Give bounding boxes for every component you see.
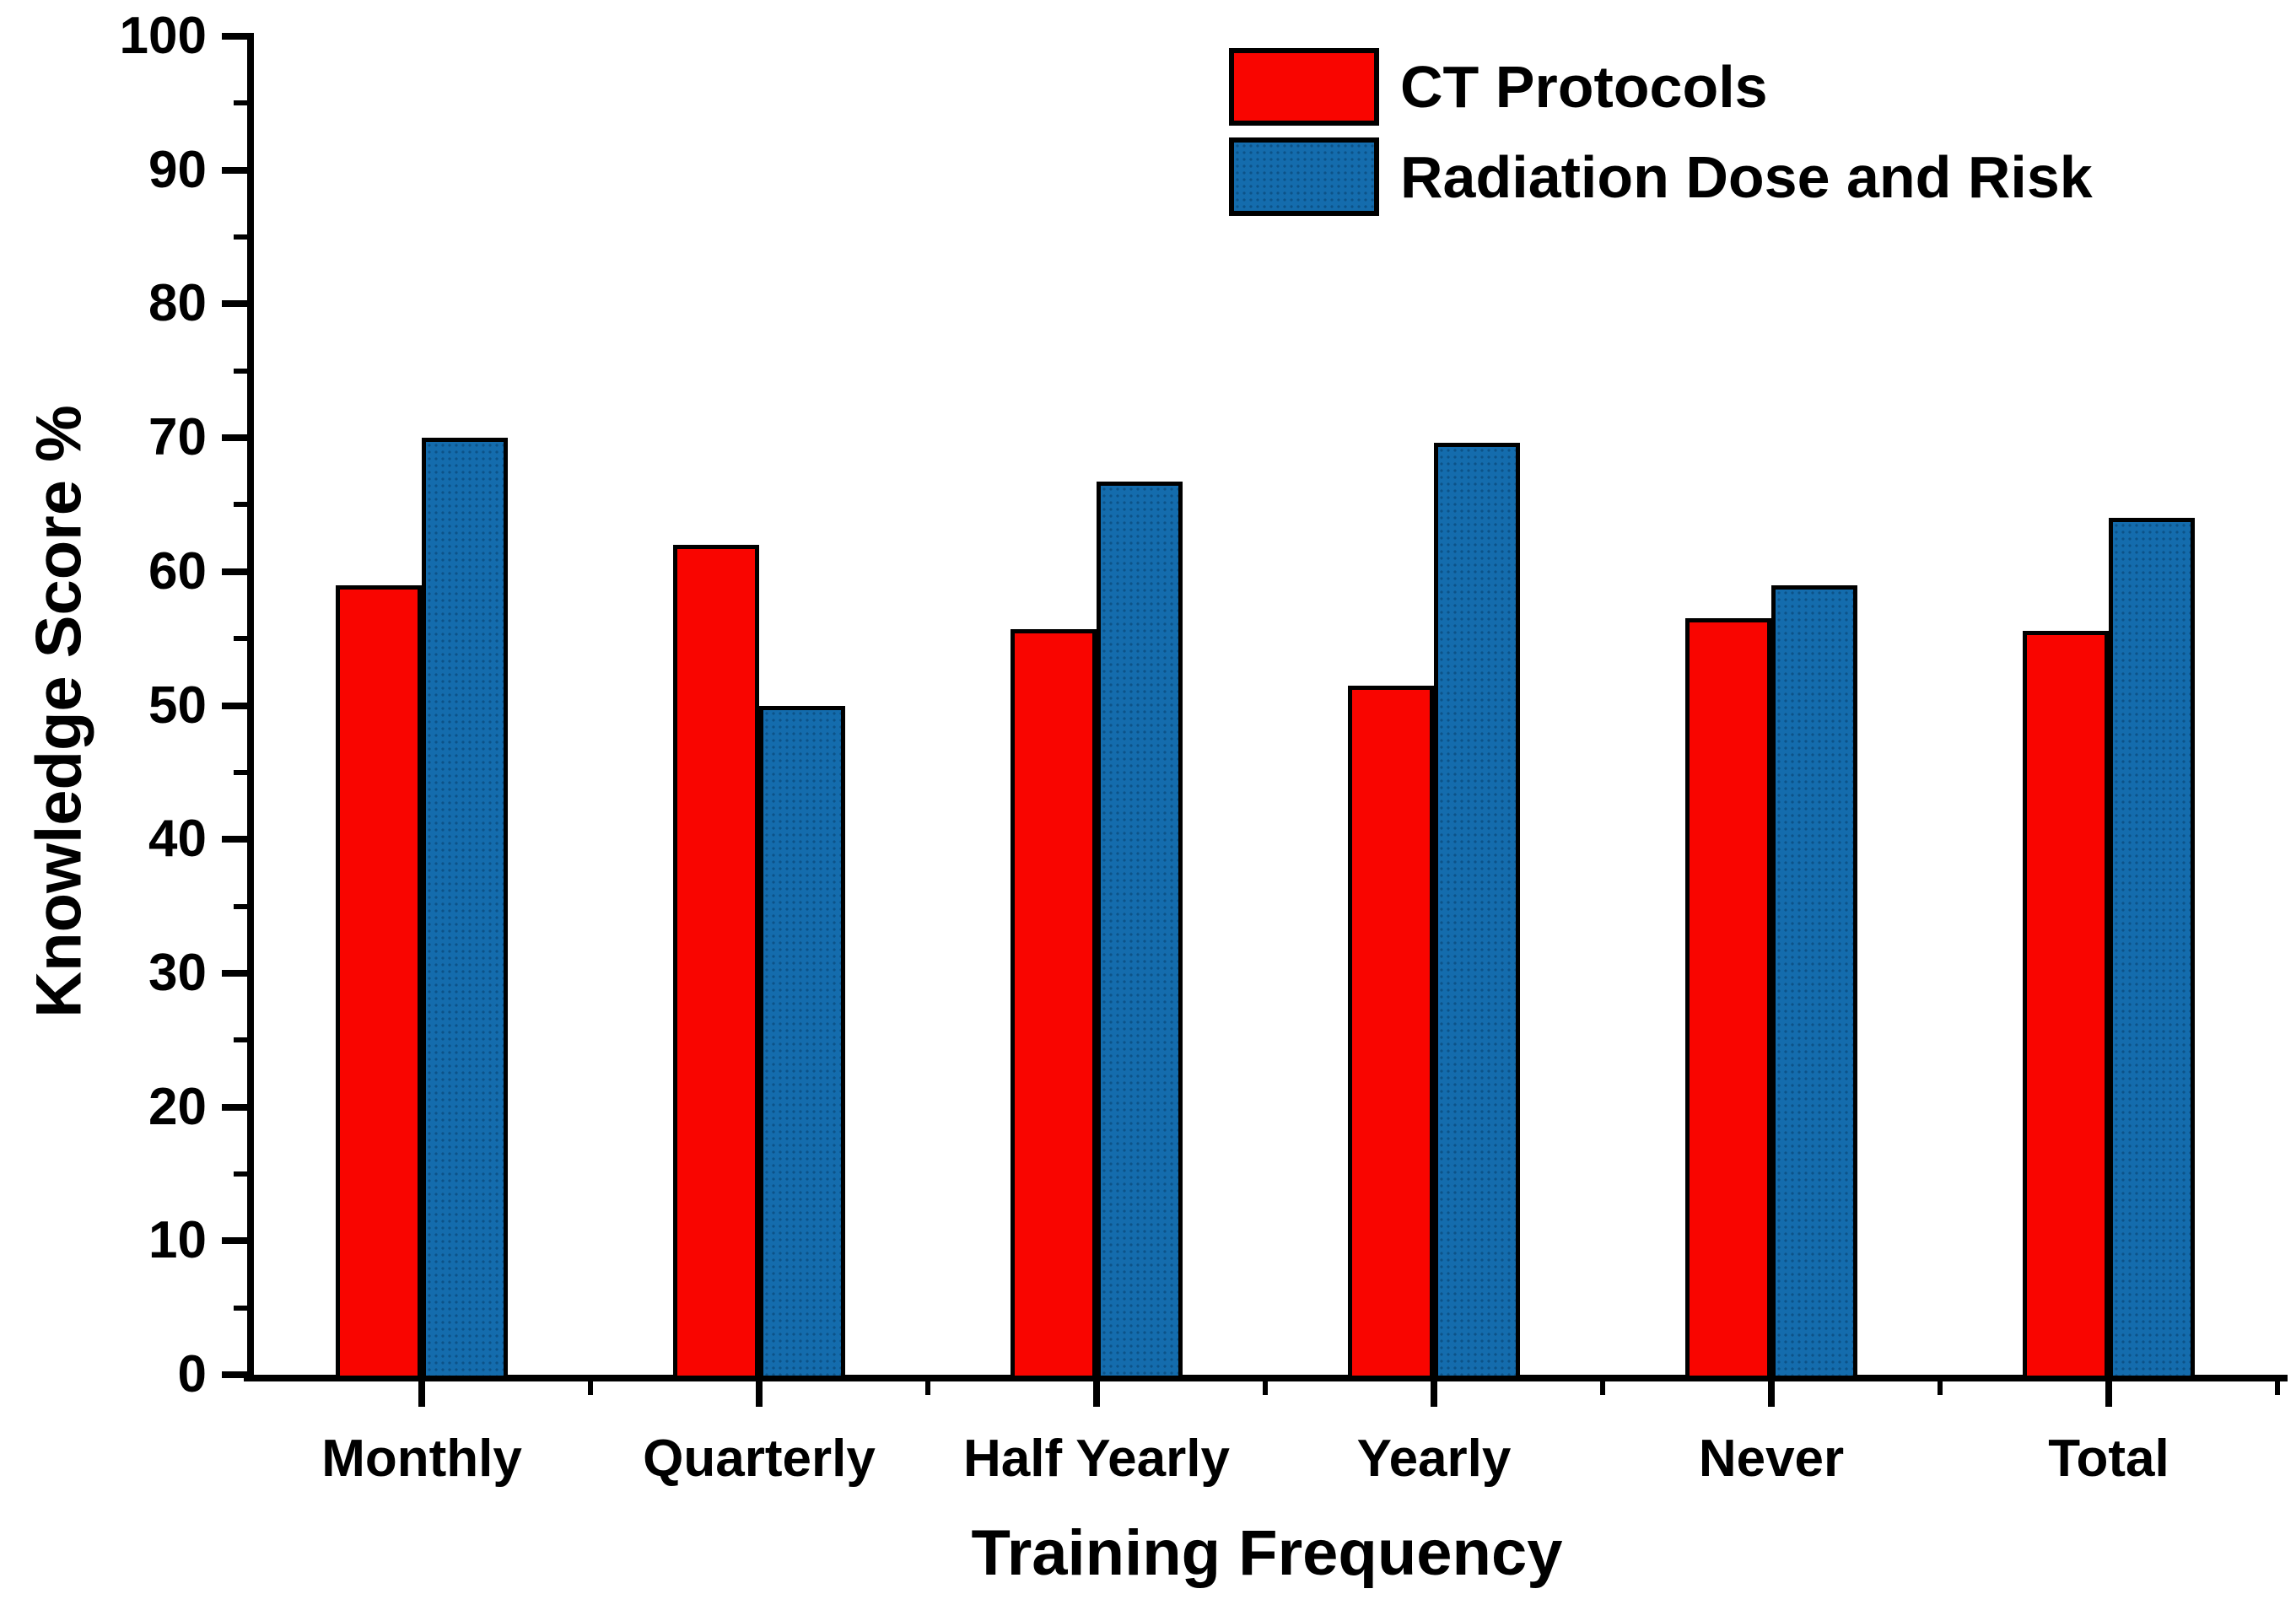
legend-label-ct-protocols: CT Protocols	[1400, 54, 1768, 120]
y-major-tick-70	[222, 434, 247, 442]
y-minor-tick-85	[234, 234, 247, 240]
y-major-tick-0	[222, 1371, 247, 1378]
bar-ct-protocols-total	[2023, 630, 2109, 1380]
bar-radiation-dose-and-risk-quarterly	[759, 705, 845, 1380]
x-minor-tick-4	[1600, 1381, 1605, 1395]
y-minor-tick-95	[234, 100, 247, 106]
x-major-tick-monthly	[418, 1381, 425, 1407]
x-major-tick-never	[1768, 1381, 1775, 1407]
y-major-tick-30	[222, 969, 247, 977]
bar-ct-protocols-never	[1685, 618, 1771, 1380]
bar-radiation-dose-and-risk-yearly	[1434, 443, 1520, 1380]
x-major-tick-total	[2105, 1381, 2112, 1407]
x-tick-label-yearly: Yearly	[1356, 1430, 1512, 1488]
x-minor-tick-5	[1938, 1381, 1943, 1395]
y-tick-label-60: 60	[148, 541, 207, 600]
y-tick-label-50: 50	[148, 676, 207, 735]
legend-swatch-ct-protocols	[1229, 48, 1379, 126]
x-minor-tick-6	[2275, 1381, 2280, 1395]
y-tick-label-70: 70	[148, 408, 207, 467]
x-major-tick-half-yearly	[1093, 1381, 1100, 1407]
bar-radiation-dose-and-risk-total	[2109, 518, 2195, 1380]
x-minor-tick-2	[925, 1381, 930, 1395]
y-tick-label-0: 0	[177, 1345, 207, 1403]
bar-ct-protocols-half-yearly	[1011, 629, 1097, 1380]
y-minor-tick-15	[234, 1171, 247, 1177]
bar-radiation-dose-and-risk-never	[1771, 584, 1857, 1380]
y-tick-label-40: 40	[148, 810, 207, 869]
bar-ct-protocols-quarterly	[673, 545, 759, 1380]
x-tick-label-monthly: Monthly	[321, 1430, 522, 1488]
y-major-tick-40	[222, 836, 247, 843]
y-major-tick-60	[222, 568, 247, 575]
y-major-tick-10	[222, 1237, 247, 1245]
x-major-tick-quarterly	[756, 1381, 763, 1407]
x-axis-line	[244, 1375, 2288, 1381]
y-tick-label-20: 20	[148, 1077, 207, 1136]
x-minor-tick-3	[1263, 1381, 1268, 1395]
legend-label-radiation-dose-and-risk: Radiation Dose and Risk	[1400, 143, 2093, 210]
y-major-tick-100	[222, 33, 247, 40]
x-axis-title: Training Frequency	[971, 1517, 1563, 1589]
y-tick-label-90: 90	[148, 140, 207, 199]
bar-radiation-dose-and-risk-half-yearly	[1097, 482, 1183, 1380]
y-minor-tick-5	[234, 1305, 247, 1311]
y-minor-tick-55	[234, 636, 247, 642]
y-tick-label-30: 30	[148, 943, 207, 1002]
bar-ct-protocols-yearly	[1348, 685, 1434, 1380]
bar-radiation-dose-and-risk-monthly	[422, 438, 508, 1380]
y-minor-tick-75	[234, 368, 247, 374]
y-minor-tick-35	[234, 903, 247, 909]
y-tick-label-100: 100	[119, 7, 207, 65]
y-major-tick-20	[222, 1103, 247, 1111]
bar-ct-protocols-monthly	[336, 584, 422, 1380]
y-major-tick-50	[222, 702, 247, 709]
y-axis-line	[247, 33, 254, 1381]
y-tick-label-80: 80	[148, 274, 207, 333]
x-major-tick-yearly	[1431, 1381, 1437, 1407]
y-minor-tick-45	[234, 769, 247, 775]
x-tick-label-total: Total	[2048, 1430, 2169, 1488]
x-tick-label-half-yearly: Half Yearly	[963, 1430, 1230, 1488]
y-major-tick-80	[222, 300, 247, 308]
x-tick-label-quarterly: Quarterly	[643, 1430, 876, 1488]
y-minor-tick-25	[234, 1037, 247, 1043]
x-minor-tick-1	[588, 1381, 593, 1395]
legend-swatch-radiation-dose-and-risk	[1229, 137, 1379, 216]
y-minor-tick-65	[234, 502, 247, 508]
y-major-tick-90	[222, 166, 247, 174]
y-tick-label-10: 10	[148, 1211, 207, 1270]
x-tick-label-never: Never	[1698, 1430, 1845, 1488]
